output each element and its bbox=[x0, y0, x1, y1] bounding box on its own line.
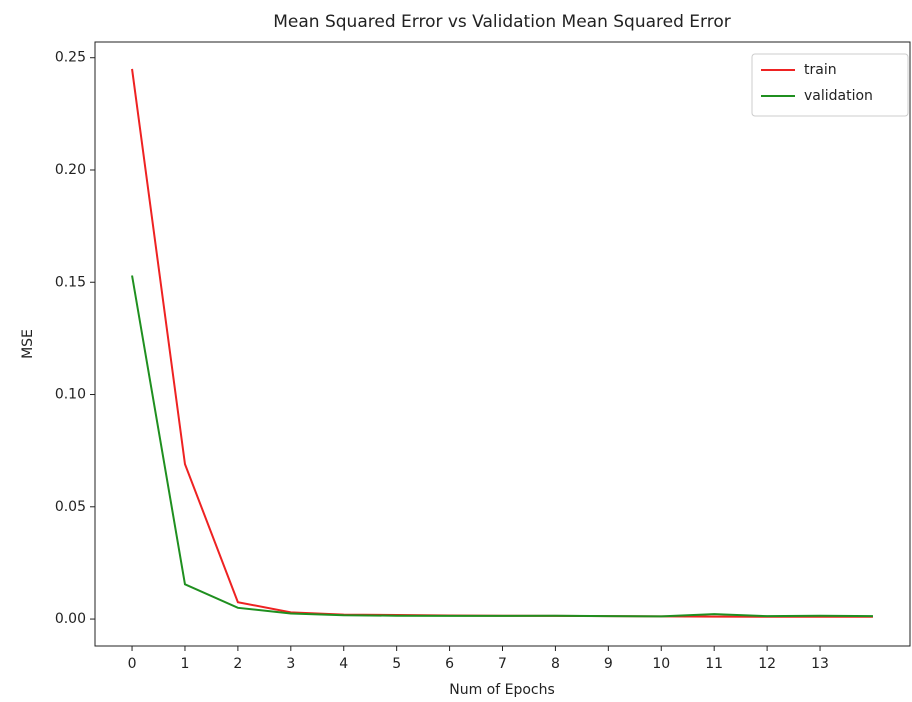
x-tick-label: 11 bbox=[705, 656, 723, 672]
y-axis-label: MSE bbox=[20, 329, 36, 359]
y-tick-label: 0.10 bbox=[55, 387, 86, 403]
legend-label: validation bbox=[804, 88, 873, 104]
x-tick-label: 5 bbox=[392, 656, 401, 672]
y-tick-label: 0.20 bbox=[55, 162, 86, 178]
x-tick-label: 1 bbox=[181, 656, 190, 672]
y-tick-label: 0.05 bbox=[55, 499, 86, 515]
x-tick-label: 4 bbox=[339, 656, 348, 672]
y-tick-label: 0.15 bbox=[55, 274, 86, 290]
x-tick-label: 7 bbox=[498, 656, 507, 672]
chart-title: Mean Squared Error vs Validation Mean Sq… bbox=[273, 12, 730, 32]
x-tick-label: 3 bbox=[286, 656, 295, 672]
x-tick-label: 0 bbox=[128, 656, 137, 672]
x-tick-label: 12 bbox=[758, 656, 776, 672]
x-tick-label: 13 bbox=[811, 656, 829, 672]
x-tick-label: 2 bbox=[233, 656, 242, 672]
x-tick-label: 6 bbox=[445, 656, 454, 672]
x-tick-label: 8 bbox=[551, 656, 560, 672]
x-axis-label: Num of Epochs bbox=[449, 682, 555, 698]
x-tick-label: 9 bbox=[604, 656, 613, 672]
plot-frame bbox=[94, 41, 911, 647]
series-line bbox=[131, 275, 873, 618]
y-tick-label: 0.00 bbox=[55, 611, 86, 627]
legend-label: train bbox=[804, 62, 837, 78]
x-tick-label: 10 bbox=[652, 656, 670, 672]
y-tick-label: 0.25 bbox=[55, 50, 86, 66]
series-line bbox=[131, 68, 873, 618]
